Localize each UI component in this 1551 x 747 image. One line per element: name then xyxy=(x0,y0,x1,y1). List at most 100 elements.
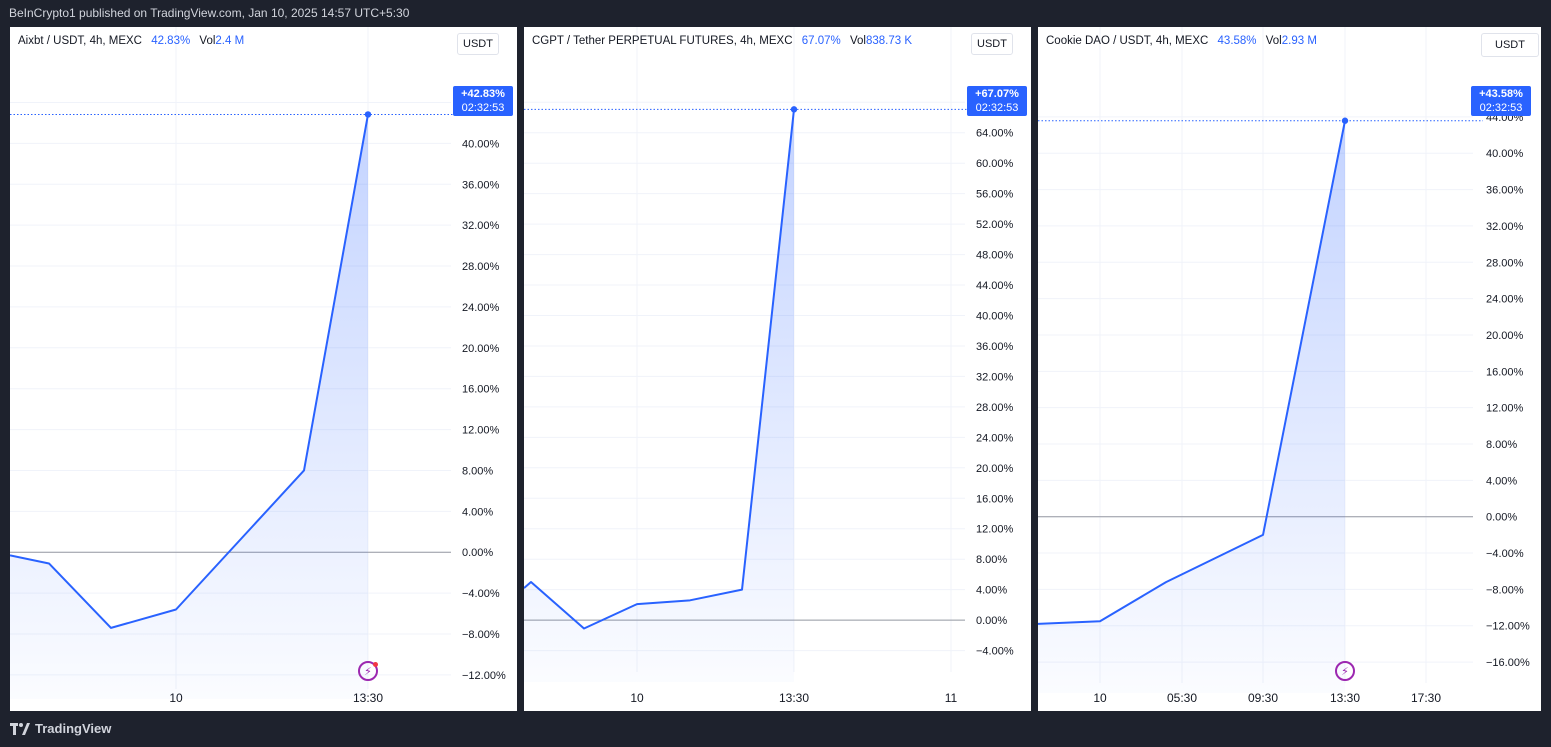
y-tick-label: 32.00% xyxy=(976,371,1014,383)
y-tick-label: 8.00% xyxy=(462,465,493,477)
chart-legend: Cookie DAO / USDT, 4h, MEXC 43.58% Vol2.… xyxy=(1046,35,1317,47)
y-tick-label: 56.00% xyxy=(976,189,1014,201)
currency-button[interactable]: USDT xyxy=(971,33,1013,55)
y-tick-label: 20.00% xyxy=(976,463,1014,475)
volume-value: 2.93 M xyxy=(1281,35,1317,47)
y-tick-label: 8.00% xyxy=(1486,439,1517,451)
y-tick-label: 52.00% xyxy=(976,219,1014,231)
chart-panel-aixbt[interactable]: 44.00%40.00%36.00%32.00%28.00%24.00%20.0… xyxy=(10,27,517,711)
y-tick-label: 36.00% xyxy=(462,179,500,191)
y-tick-label: −12.00% xyxy=(462,670,506,682)
y-tick-label: 12.00% xyxy=(462,425,500,437)
y-tick-label: 24.00% xyxy=(976,432,1014,444)
y-tick-label: −16.00% xyxy=(1486,657,1530,669)
y-tick-label: 64.00% xyxy=(976,128,1014,140)
badge-value: +43.58% xyxy=(1479,88,1523,100)
chart-svg-cookie-dao[interactable]: 44.00%40.00%36.00%32.00%28.00%24.00%20.0… xyxy=(1038,27,1541,711)
x-tick-label: 11 xyxy=(945,691,958,705)
y-tick-label: −4.00% xyxy=(462,588,500,600)
y-tick-label: 40.00% xyxy=(462,138,500,150)
tradingview-logo-icon xyxy=(10,722,30,735)
footer-brand[interactable]: TradingView xyxy=(10,721,111,736)
footer-brand-label: TradingView xyxy=(35,721,112,736)
y-tick-label: 28.00% xyxy=(462,261,500,273)
symbol-label: CGPT / Tether PERPETUAL FUTURES, 4h, MEX… xyxy=(532,35,793,47)
y-tick-label: −8.00% xyxy=(462,629,500,641)
volume-label: Vol xyxy=(1265,35,1282,47)
y-tick-label: 16.00% xyxy=(976,493,1014,505)
y-tick-label: −12.00% xyxy=(1486,621,1530,633)
volume-value: 838.73 K xyxy=(865,35,912,47)
chart-panel-cgpt[interactable]: 68.00%64.00%60.00%56.00%52.00%48.00%44.0… xyxy=(524,27,1031,711)
chart-svg-cgpt[interactable]: 68.00%64.00%60.00%56.00%52.00%48.00%44.0… xyxy=(524,27,1031,711)
y-tick-label: −4.00% xyxy=(976,646,1014,658)
badge-value: +67.07% xyxy=(975,88,1019,100)
y-tick-label: 8.00% xyxy=(976,554,1007,566)
y-tick-label: 40.00% xyxy=(976,311,1014,323)
x-tick-label: 13:30 xyxy=(1330,691,1360,705)
y-tick-label: 4.00% xyxy=(462,506,493,518)
y-tick-label: 32.00% xyxy=(462,220,500,232)
y-tick-label: 16.00% xyxy=(1486,366,1524,378)
chart-svg-aixbt[interactable]: 44.00%40.00%36.00%32.00%28.00%24.00%20.0… xyxy=(10,27,517,711)
volume-label: Vol xyxy=(199,35,216,47)
y-tick-label: 36.00% xyxy=(976,341,1014,353)
y-tick-label: 60.00% xyxy=(976,158,1014,170)
y-tick-label: 0.00% xyxy=(462,547,493,559)
x-tick-label: 10 xyxy=(1093,691,1107,705)
last-point xyxy=(790,106,798,113)
last-value-badge: +43.58% 02:32:53 xyxy=(1471,86,1531,116)
y-tick-label: 0.00% xyxy=(1486,512,1517,524)
lightning-icon[interactable]: ⚡ xyxy=(1335,661,1355,681)
x-tick-label: 17:30 xyxy=(1411,691,1441,705)
x-tick-label: 13:30 xyxy=(779,691,809,705)
badge-value: +42.83% xyxy=(461,88,505,100)
x-tick-label: 05:30 xyxy=(1167,691,1197,705)
currency-button[interactable]: USDT xyxy=(457,33,499,55)
symbol-label: Cookie DAO / USDT, 4h, MEXC xyxy=(1046,35,1209,47)
y-tick-label: 16.00% xyxy=(462,384,500,396)
y-tick-label: 12.00% xyxy=(976,524,1014,536)
symbol-label: Aixbt / USDT, 4h, MEXC xyxy=(18,35,142,47)
y-tick-label: 32.00% xyxy=(1486,221,1524,233)
badge-countdown: 02:32:53 xyxy=(461,102,505,114)
change-value: 42.83% xyxy=(151,35,191,47)
chart-legend: CGPT / Tether PERPETUAL FUTURES, 4h, MEX… xyxy=(532,35,912,47)
last-point xyxy=(1341,117,1349,124)
y-tick-label: 20.00% xyxy=(462,343,500,355)
y-tick-label: −8.00% xyxy=(1486,584,1524,596)
last-value-badge: +67.07% 02:32:53 xyxy=(967,86,1027,116)
y-tick-label: 12.00% xyxy=(1486,403,1524,415)
x-tick-label: 10 xyxy=(630,691,644,705)
x-tick-label: 09:30 xyxy=(1248,691,1278,705)
y-tick-label: 28.00% xyxy=(1486,257,1524,269)
volume-label: Vol xyxy=(849,35,866,47)
notification-dot xyxy=(373,662,378,667)
badge-countdown: 02:32:53 xyxy=(1479,102,1523,114)
y-tick-label: 40.00% xyxy=(1486,148,1524,160)
y-tick-label: 0.00% xyxy=(976,615,1007,627)
series-area xyxy=(1038,120,1345,694)
y-tick-label: 24.00% xyxy=(462,302,500,314)
y-tick-label: 20.00% xyxy=(1486,330,1524,342)
currency-button[interactable]: USDT xyxy=(1481,33,1539,57)
badge-countdown: 02:32:53 xyxy=(975,102,1019,114)
change-value: 43.58% xyxy=(1217,35,1257,47)
change-value: 67.07% xyxy=(801,35,841,47)
y-tick-label: 4.00% xyxy=(976,585,1007,597)
series-line xyxy=(10,114,369,629)
last-value-badge: +42.83% 02:32:53 xyxy=(453,86,513,116)
chart-panel-cookie-dao[interactable]: 44.00% 40.00% 36.00% 32.00% 28.00% 24.00% 20.0… xyxy=(1038,27,1541,711)
y-tick-label: 44.00% xyxy=(976,280,1014,292)
y-tick-label: 4.00% xyxy=(1486,475,1517,487)
last-point xyxy=(364,111,372,118)
publish-info: BeInCrypto1 published on TradingView.com… xyxy=(9,6,410,20)
volume-value: 2.4 M xyxy=(215,35,245,47)
series-area xyxy=(10,114,368,699)
y-tick-label: 24.00% xyxy=(1486,294,1524,306)
y-tick-label: 48.00% xyxy=(976,250,1014,262)
y-tick-label: 28.00% xyxy=(976,402,1014,414)
y-tick-label: 36.00% xyxy=(1486,185,1524,197)
lightning-icon[interactable]: ⚡ xyxy=(358,661,378,681)
series-area xyxy=(524,109,794,683)
